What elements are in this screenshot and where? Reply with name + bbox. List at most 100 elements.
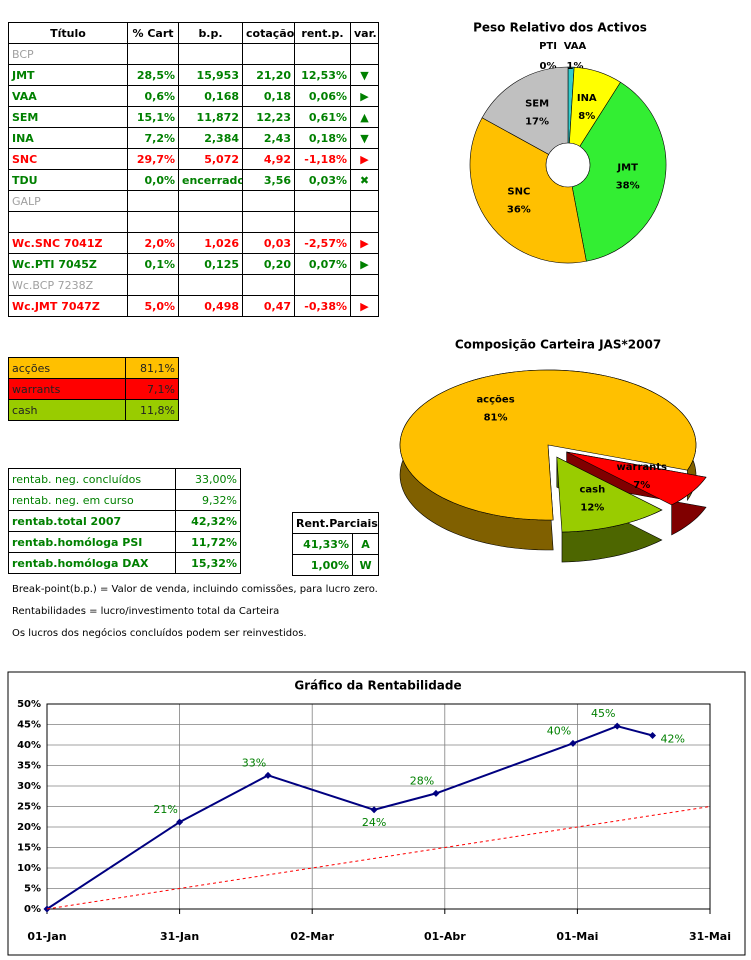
allocation-cell: 7,1%	[125, 378, 179, 400]
table-cell: 0,47	[242, 295, 295, 317]
x-tick-label: 02-Mar	[290, 930, 334, 943]
table-row: JMT 28,5% 15,953 21,20 12,53% ▼	[8, 64, 379, 86]
returns-cell: 42,32%	[175, 510, 241, 532]
empty-cell	[294, 43, 351, 65]
point	[649, 731, 657, 739]
table-cell: 0,03%	[294, 169, 351, 191]
pie-slice	[556, 456, 663, 533]
table-cell: ▶	[350, 85, 379, 107]
pie-slice	[481, 66, 569, 166]
table-cell: 5,072	[178, 148, 243, 170]
series-line	[46, 725, 653, 910]
header-cell: var.	[350, 22, 379, 44]
table-cell: -1,18%	[294, 148, 351, 170]
allocation-row: warrants 7,1%	[8, 378, 179, 400]
returns-cell: rentab. neg. concluídos	[8, 468, 176, 490]
returns-cell: 15,32%	[175, 552, 241, 574]
allocation-cell: cash	[8, 399, 126, 421]
empty-cell	[242, 43, 295, 65]
y-tick-label: 5%	[24, 884, 41, 895]
returns-cell: 9,32%	[175, 489, 241, 511]
table-cell: GALP	[8, 190, 128, 212]
empty-cell	[350, 274, 379, 296]
y-tick-label: 45%	[17, 720, 41, 731]
slice-label: INA	[577, 93, 597, 104]
table-cell: TDU	[8, 169, 128, 191]
y-tick-label: 0%	[24, 904, 41, 915]
slice-value-label: 81%	[484, 413, 508, 424]
returns-cell: rentab.total 2007	[8, 510, 176, 532]
table-cell: ▶	[350, 232, 379, 254]
slice-value-label: 7%	[633, 480, 650, 491]
table-row: TDU 0,0% encerrado 3,56 0,03% ✖	[8, 169, 379, 191]
table-cell: 2,0%	[127, 232, 179, 254]
empty-cell	[294, 211, 351, 233]
table-cell: 21,20	[242, 64, 295, 86]
slice-label: cash	[579, 484, 605, 495]
chart-frame	[7, 671, 746, 956]
x-tick-label: 01-Mai	[556, 930, 598, 943]
table-cell: 4,92	[242, 148, 295, 170]
note: Break-point(b.p.) = Valor de venda, incl…	[12, 584, 378, 595]
slice-label: acções	[476, 395, 514, 406]
table-cell: 7,2%	[127, 127, 179, 149]
allocation-cell: 81,1%	[125, 357, 179, 379]
table-row: BCP	[8, 43, 379, 65]
header-cell: % Cart	[127, 22, 179, 44]
table-cell: 0,03	[242, 232, 295, 254]
empty-cell	[294, 274, 351, 296]
returns-row: rentab.total 2007 42,32%	[8, 510, 241, 532]
table-cell: ✖	[350, 169, 379, 191]
table-row: INA 7,2% 2,384 2,43 0,18% ▼	[8, 127, 379, 149]
header-cell: cotação	[242, 22, 295, 44]
returns-row: rentab. neg. em curso 9,32%	[8, 489, 241, 511]
data-label: 40%	[547, 724, 571, 737]
empty-cell	[242, 274, 295, 296]
note: Rentabilidades = lucro/investimento tota…	[12, 606, 280, 617]
pie-slice	[469, 117, 587, 264]
returns-cell: 33,00%	[175, 468, 241, 490]
header-row: Rent.Parciais	[291, 512, 380, 534]
header-cell: Rent.Parciais	[291, 512, 380, 534]
table-cell: 0,498	[178, 295, 243, 317]
partials-cell: W	[351, 554, 380, 576]
empty-cell	[178, 274, 243, 296]
table-cell: 12,23	[242, 106, 295, 128]
note: Os lucros dos negócios concluídos podem …	[12, 628, 307, 639]
table: Título% Cart b.p. cotação rent.p. var. BCP JMT…	[8, 22, 379, 317]
pie-slice	[566, 451, 707, 506]
table: rentab. neg. concluídos 33,00% rentab. neg…	[8, 468, 241, 574]
header-cell: b.p.	[178, 22, 243, 44]
returns-cell: rentab. neg. em curso	[8, 489, 176, 511]
point	[176, 818, 184, 826]
x-tick-label: 31-Jan	[160, 930, 199, 943]
chart-title: Gráfico da Rentabilidade	[294, 679, 461, 693]
table-cell: 28,5%	[127, 64, 179, 86]
empty-cell	[127, 274, 179, 296]
table-cell: encerrado	[178, 169, 243, 191]
table: Rent.Parciais 41,33% A 1,00% W	[291, 512, 380, 576]
data-label: 45%	[591, 707, 615, 720]
pie-slice	[399, 369, 697, 521]
x-tick-label: 01-Abr	[424, 930, 466, 943]
table-row: GALP	[8, 190, 379, 212]
table-cell: 0,1%	[127, 253, 179, 275]
empty-cell	[350, 190, 379, 212]
table-cell: VAA	[8, 85, 128, 107]
table-cell: 29,7%	[127, 148, 179, 170]
returns-cell: 11,72%	[175, 531, 241, 553]
empty-cell	[178, 211, 243, 233]
series-line	[46, 806, 711, 910]
point	[432, 789, 440, 797]
table-cell: 0,0%	[127, 169, 179, 191]
pie-hole	[545, 142, 591, 188]
allocation-row: cash 11,8%	[8, 399, 179, 421]
table-cell: BCP	[8, 43, 128, 65]
returns-cell: rentab.homóloga DAX	[8, 552, 176, 574]
x-tick-label: 31-Mai	[689, 930, 731, 943]
empty-cell	[127, 190, 179, 212]
table-cell: 0,168	[178, 85, 243, 107]
y-tick-label: 50%	[17, 699, 41, 710]
returns-row: rentab.homóloga PSI 11,72%	[8, 531, 241, 553]
